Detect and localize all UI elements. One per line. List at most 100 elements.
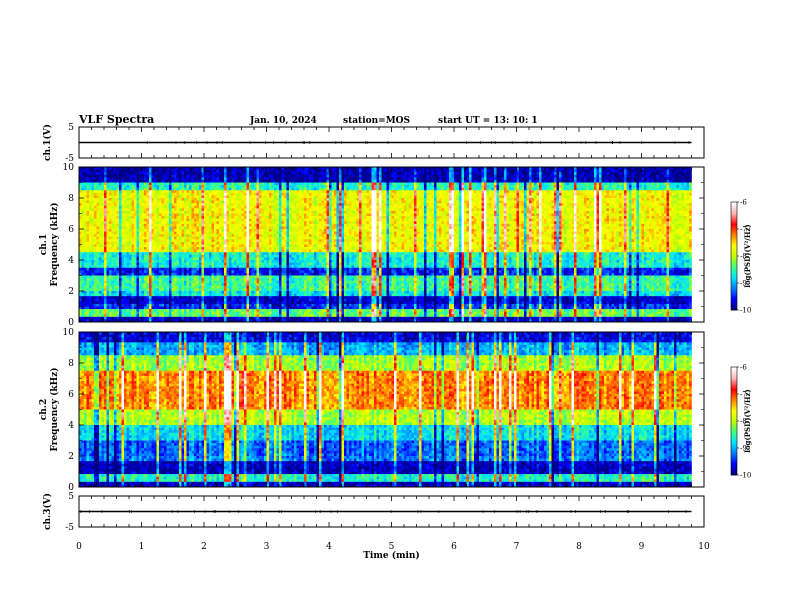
spectrogram-cell bbox=[91, 172, 95, 176]
spectrogram-cell bbox=[279, 208, 282, 212]
spectrogram-cell bbox=[126, 236, 130, 240]
spectrogram-cell bbox=[161, 174, 165, 178]
spectrogram-cell bbox=[151, 278, 155, 281]
spectrogram-cell bbox=[201, 257, 205, 261]
spectrogram-cell bbox=[86, 169, 90, 173]
spectrogram-cell bbox=[174, 262, 177, 266]
spectrogram-cell bbox=[134, 187, 137, 191]
spectrogram-cell bbox=[109, 216, 112, 219]
spectrogram-cell bbox=[189, 205, 192, 209]
spectrogram-cell bbox=[261, 229, 265, 232]
spectrogram-cell bbox=[186, 231, 190, 235]
spectrogram-cell bbox=[209, 234, 212, 238]
spectrogram-cell bbox=[214, 291, 217, 294]
spectrogram-cell bbox=[131, 226, 135, 230]
spectrogram-cell bbox=[201, 195, 205, 199]
spectrogram-cell bbox=[246, 254, 250, 258]
spectrogram-cell bbox=[251, 303, 255, 307]
spectrogram-cell bbox=[189, 177, 192, 181]
spectrogram-cell bbox=[191, 252, 195, 256]
spectrogram-cell bbox=[204, 205, 207, 209]
spectrogram-cell bbox=[261, 234, 265, 238]
spectrogram-cell bbox=[249, 262, 252, 266]
spectrogram-cell bbox=[204, 260, 207, 263]
spectrogram-cell bbox=[266, 185, 270, 188]
spectrogram-cell bbox=[94, 311, 97, 315]
spectrogram-cell bbox=[239, 285, 242, 289]
spectrogram-cell bbox=[91, 262, 95, 266]
spectrogram-cell bbox=[91, 270, 95, 274]
spectrogram-cell bbox=[239, 229, 242, 232]
spectrogram-cell bbox=[86, 309, 90, 312]
spectrogram-cell bbox=[276, 223, 280, 227]
spectrogram-cell bbox=[236, 167, 240, 170]
spectrogram-cell bbox=[251, 174, 255, 178]
spectrogram-cell bbox=[156, 275, 160, 279]
spectrogram-cell bbox=[276, 275, 280, 279]
spectrogram-cell bbox=[176, 218, 180, 222]
spectrogram-cell bbox=[254, 231, 257, 235]
spectrogram-cell bbox=[154, 283, 157, 287]
spectrogram-cell bbox=[236, 249, 240, 253]
spectrogram-cell bbox=[109, 203, 112, 207]
spectrogram-cell bbox=[254, 167, 257, 170]
spectrogram-cell bbox=[99, 172, 102, 176]
spectrogram-cell bbox=[154, 252, 157, 256]
spectrogram-cell bbox=[231, 316, 235, 320]
spectrogram-cell bbox=[109, 314, 112, 318]
spectrogram-cell bbox=[91, 319, 95, 323]
spectrogram-cell bbox=[204, 298, 207, 302]
spectrogram-cell bbox=[221, 174, 225, 178]
spectrogram-cell bbox=[91, 291, 95, 294]
spectrogram-cell bbox=[181, 298, 185, 302]
spectrogram-cell bbox=[216, 236, 220, 240]
spectrogram-cell bbox=[91, 257, 95, 261]
spectrogram-cell bbox=[254, 252, 257, 256]
spectrogram-cell bbox=[221, 293, 225, 297]
spectrogram-cell bbox=[256, 247, 260, 250]
spectrogram-cell bbox=[186, 244, 190, 248]
spectrogram-cell bbox=[206, 309, 210, 312]
spectrogram-cell bbox=[194, 239, 197, 243]
spectrogram-cell bbox=[264, 216, 267, 219]
spectrogram-cell bbox=[231, 265, 235, 269]
spectrogram-cell bbox=[231, 262, 235, 266]
spectrogram-cell bbox=[209, 283, 212, 287]
spectrogram-cell bbox=[224, 213, 227, 217]
spectrogram-cell bbox=[201, 198, 205, 201]
spectrogram-cell bbox=[111, 195, 115, 199]
spectrogram-cell bbox=[249, 169, 252, 173]
spectrogram-cell bbox=[229, 280, 232, 284]
spectrogram-cell bbox=[241, 278, 245, 281]
spectrogram-cell bbox=[199, 190, 202, 194]
spectrogram-cell bbox=[146, 265, 150, 269]
spectrogram-cell bbox=[146, 236, 150, 240]
spectrogram-cell bbox=[231, 311, 235, 315]
spectrogram-cell bbox=[214, 192, 217, 196]
spectrogram-cell bbox=[166, 303, 170, 307]
spectrogram-cell bbox=[266, 247, 270, 250]
spectrogram-cell bbox=[131, 218, 135, 222]
spectrogram-cell bbox=[259, 278, 262, 281]
spectrogram-cell bbox=[224, 226, 227, 230]
spectrogram-cell bbox=[124, 200, 127, 204]
spectrogram-cell bbox=[94, 285, 97, 289]
spectrogram-cell bbox=[79, 190, 82, 194]
spectrogram-cell bbox=[161, 210, 165, 214]
spectrogram-cell bbox=[209, 265, 212, 269]
spectrogram-cell bbox=[264, 221, 267, 225]
spectrogram-cell bbox=[121, 275, 125, 279]
spectrogram-cell bbox=[161, 301, 165, 305]
spectrogram-cell bbox=[171, 301, 175, 305]
spectrogram-cell bbox=[146, 306, 150, 310]
spectrogram-cell bbox=[179, 192, 182, 196]
spectrogram-cell bbox=[226, 208, 230, 212]
spectrogram-cell bbox=[249, 309, 252, 312]
spectrogram-cell bbox=[229, 221, 232, 225]
spectrogram-cell bbox=[161, 314, 165, 318]
spectrogram-cell bbox=[104, 241, 107, 245]
spectrogram-cell bbox=[184, 280, 187, 284]
spectrogram-cell bbox=[259, 174, 262, 178]
spectrogram-cell bbox=[174, 306, 177, 310]
spectrogram-cell bbox=[96, 319, 100, 323]
